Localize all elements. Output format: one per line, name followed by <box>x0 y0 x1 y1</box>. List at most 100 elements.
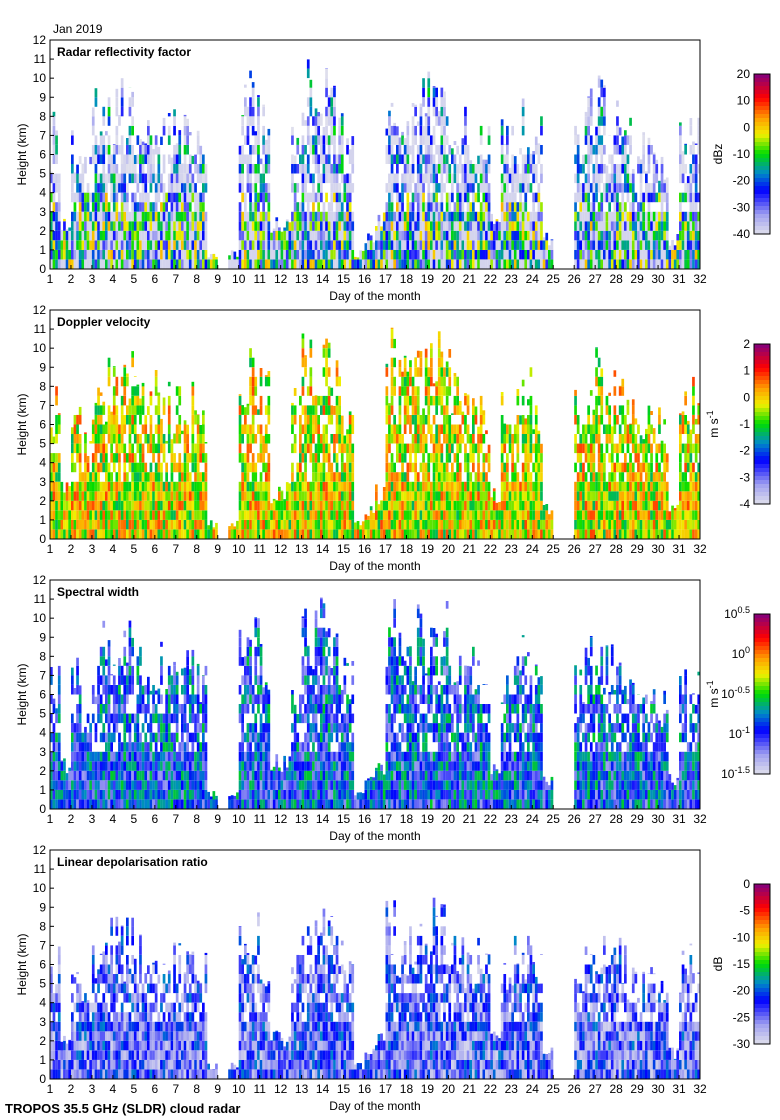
heatmap-cell <box>443 145 446 155</box>
heatmap-cell <box>112 211 116 222</box>
heatmap-cell <box>154 472 158 482</box>
heatmap-cell <box>597 221 601 231</box>
heatmap-cell <box>131 510 134 520</box>
heatmap-cell <box>361 521 365 530</box>
heatmap-cell <box>645 259 648 269</box>
heatmap-cell <box>251 240 255 250</box>
heatmap-cell <box>637 164 640 174</box>
heatmap-cell <box>194 211 197 222</box>
heatmap-cell <box>534 405 538 415</box>
heatmap-cell <box>398 137 402 145</box>
heatmap-cell <box>658 180 661 184</box>
heatmap-cell <box>427 462 431 473</box>
heatmap-cell <box>435 211 438 222</box>
heatmap-cell <box>689 211 693 222</box>
heatmap-cell <box>241 183 244 193</box>
heatmap-cell <box>299 453 302 463</box>
heatmap-cell <box>448 376 452 387</box>
heatmap-cell <box>694 240 698 250</box>
heatmap-cell <box>133 453 137 463</box>
heatmap-cell <box>115 135 119 145</box>
heatmap-cell <box>506 211 509 222</box>
heatmap-cell <box>458 240 462 250</box>
heatmap-cell <box>165 462 168 473</box>
heatmap-cell <box>123 395 127 406</box>
heatmap-cell <box>435 106 438 117</box>
heatmap-cell <box>451 510 454 520</box>
heatmap-cell <box>264 375 268 377</box>
heatmap-cell <box>369 259 373 269</box>
heatmap-cell <box>246 529 250 539</box>
heatmap-cell <box>681 221 685 231</box>
heatmap-cell <box>424 259 428 269</box>
heatmap-cell <box>107 481 111 492</box>
heatmap-cell <box>251 481 255 492</box>
x-tick-label: 8 <box>193 272 200 286</box>
heatmap-cell <box>485 510 488 520</box>
heatmap-cell <box>233 529 237 539</box>
colorbar-swatch <box>754 218 770 223</box>
heatmap-cell <box>162 211 166 222</box>
heatmap-cell <box>453 491 457 501</box>
heatmap-cell <box>330 510 334 520</box>
heatmap-cell <box>78 259 82 269</box>
heatmap-cell <box>629 249 632 260</box>
heatmap-cell <box>241 116 244 126</box>
heatmap-cell <box>249 106 252 117</box>
heatmap-cell <box>390 462 394 473</box>
heatmap-cell <box>94 211 98 222</box>
heatmap-cell <box>181 510 184 520</box>
heatmap-cell <box>385 434 389 444</box>
heatmap-cell <box>118 519 121 530</box>
heatmap-cell <box>291 472 294 482</box>
heatmap-cell <box>304 424 307 434</box>
heatmap-cell <box>595 211 598 222</box>
heatmap-cell <box>603 145 606 155</box>
heatmap-cell <box>532 519 535 530</box>
heatmap-cell <box>157 164 161 174</box>
heatmap-cell <box>186 519 189 530</box>
heatmap-cell <box>204 519 208 530</box>
heatmap-cell <box>642 135 645 145</box>
heatmap-cell <box>348 491 352 501</box>
heatmap-cell <box>351 154 355 164</box>
heatmap-cell <box>86 183 90 193</box>
heatmap-cell <box>133 500 137 511</box>
heatmap-cell <box>262 453 265 463</box>
heatmap-cell <box>409 481 412 492</box>
heatmap-cell <box>414 453 417 463</box>
heatmap-cell <box>406 125 410 136</box>
heatmap-cell <box>246 510 250 520</box>
heatmap-cell <box>503 472 507 482</box>
heatmap-cell <box>110 510 113 520</box>
heatmap-cell <box>419 145 423 155</box>
heatmap-cell <box>136 386 140 396</box>
heatmap-cell <box>545 529 549 539</box>
heatmap-cell <box>603 211 606 222</box>
heatmap-cell <box>398 491 402 501</box>
heatmap-cell <box>264 529 268 539</box>
heatmap-cell <box>170 183 174 193</box>
heatmap-cell <box>317 202 320 212</box>
heatmap-cell <box>183 221 187 231</box>
heatmap-cell <box>144 259 148 269</box>
heatmap-cell <box>264 462 268 473</box>
heatmap-cell <box>170 510 174 520</box>
heatmap-cell <box>112 510 116 520</box>
heatmap-cell <box>432 259 436 269</box>
heatmap-cell <box>167 113 171 117</box>
heatmap-cell <box>453 481 457 492</box>
heatmap-cell <box>396 500 399 511</box>
heatmap-cell <box>600 87 604 98</box>
heatmap-cell <box>312 145 315 155</box>
heatmap-cell <box>466 164 470 174</box>
heatmap-cell <box>629 135 632 145</box>
heatmap-cell <box>99 240 103 250</box>
heatmap-cell <box>333 406 336 415</box>
heatmap-cell <box>506 192 509 203</box>
heatmap-cell <box>626 240 630 250</box>
heatmap-cell <box>579 240 583 250</box>
heatmap-cell <box>165 259 168 269</box>
heatmap-cell <box>443 510 446 520</box>
heatmap-cell <box>131 249 134 260</box>
